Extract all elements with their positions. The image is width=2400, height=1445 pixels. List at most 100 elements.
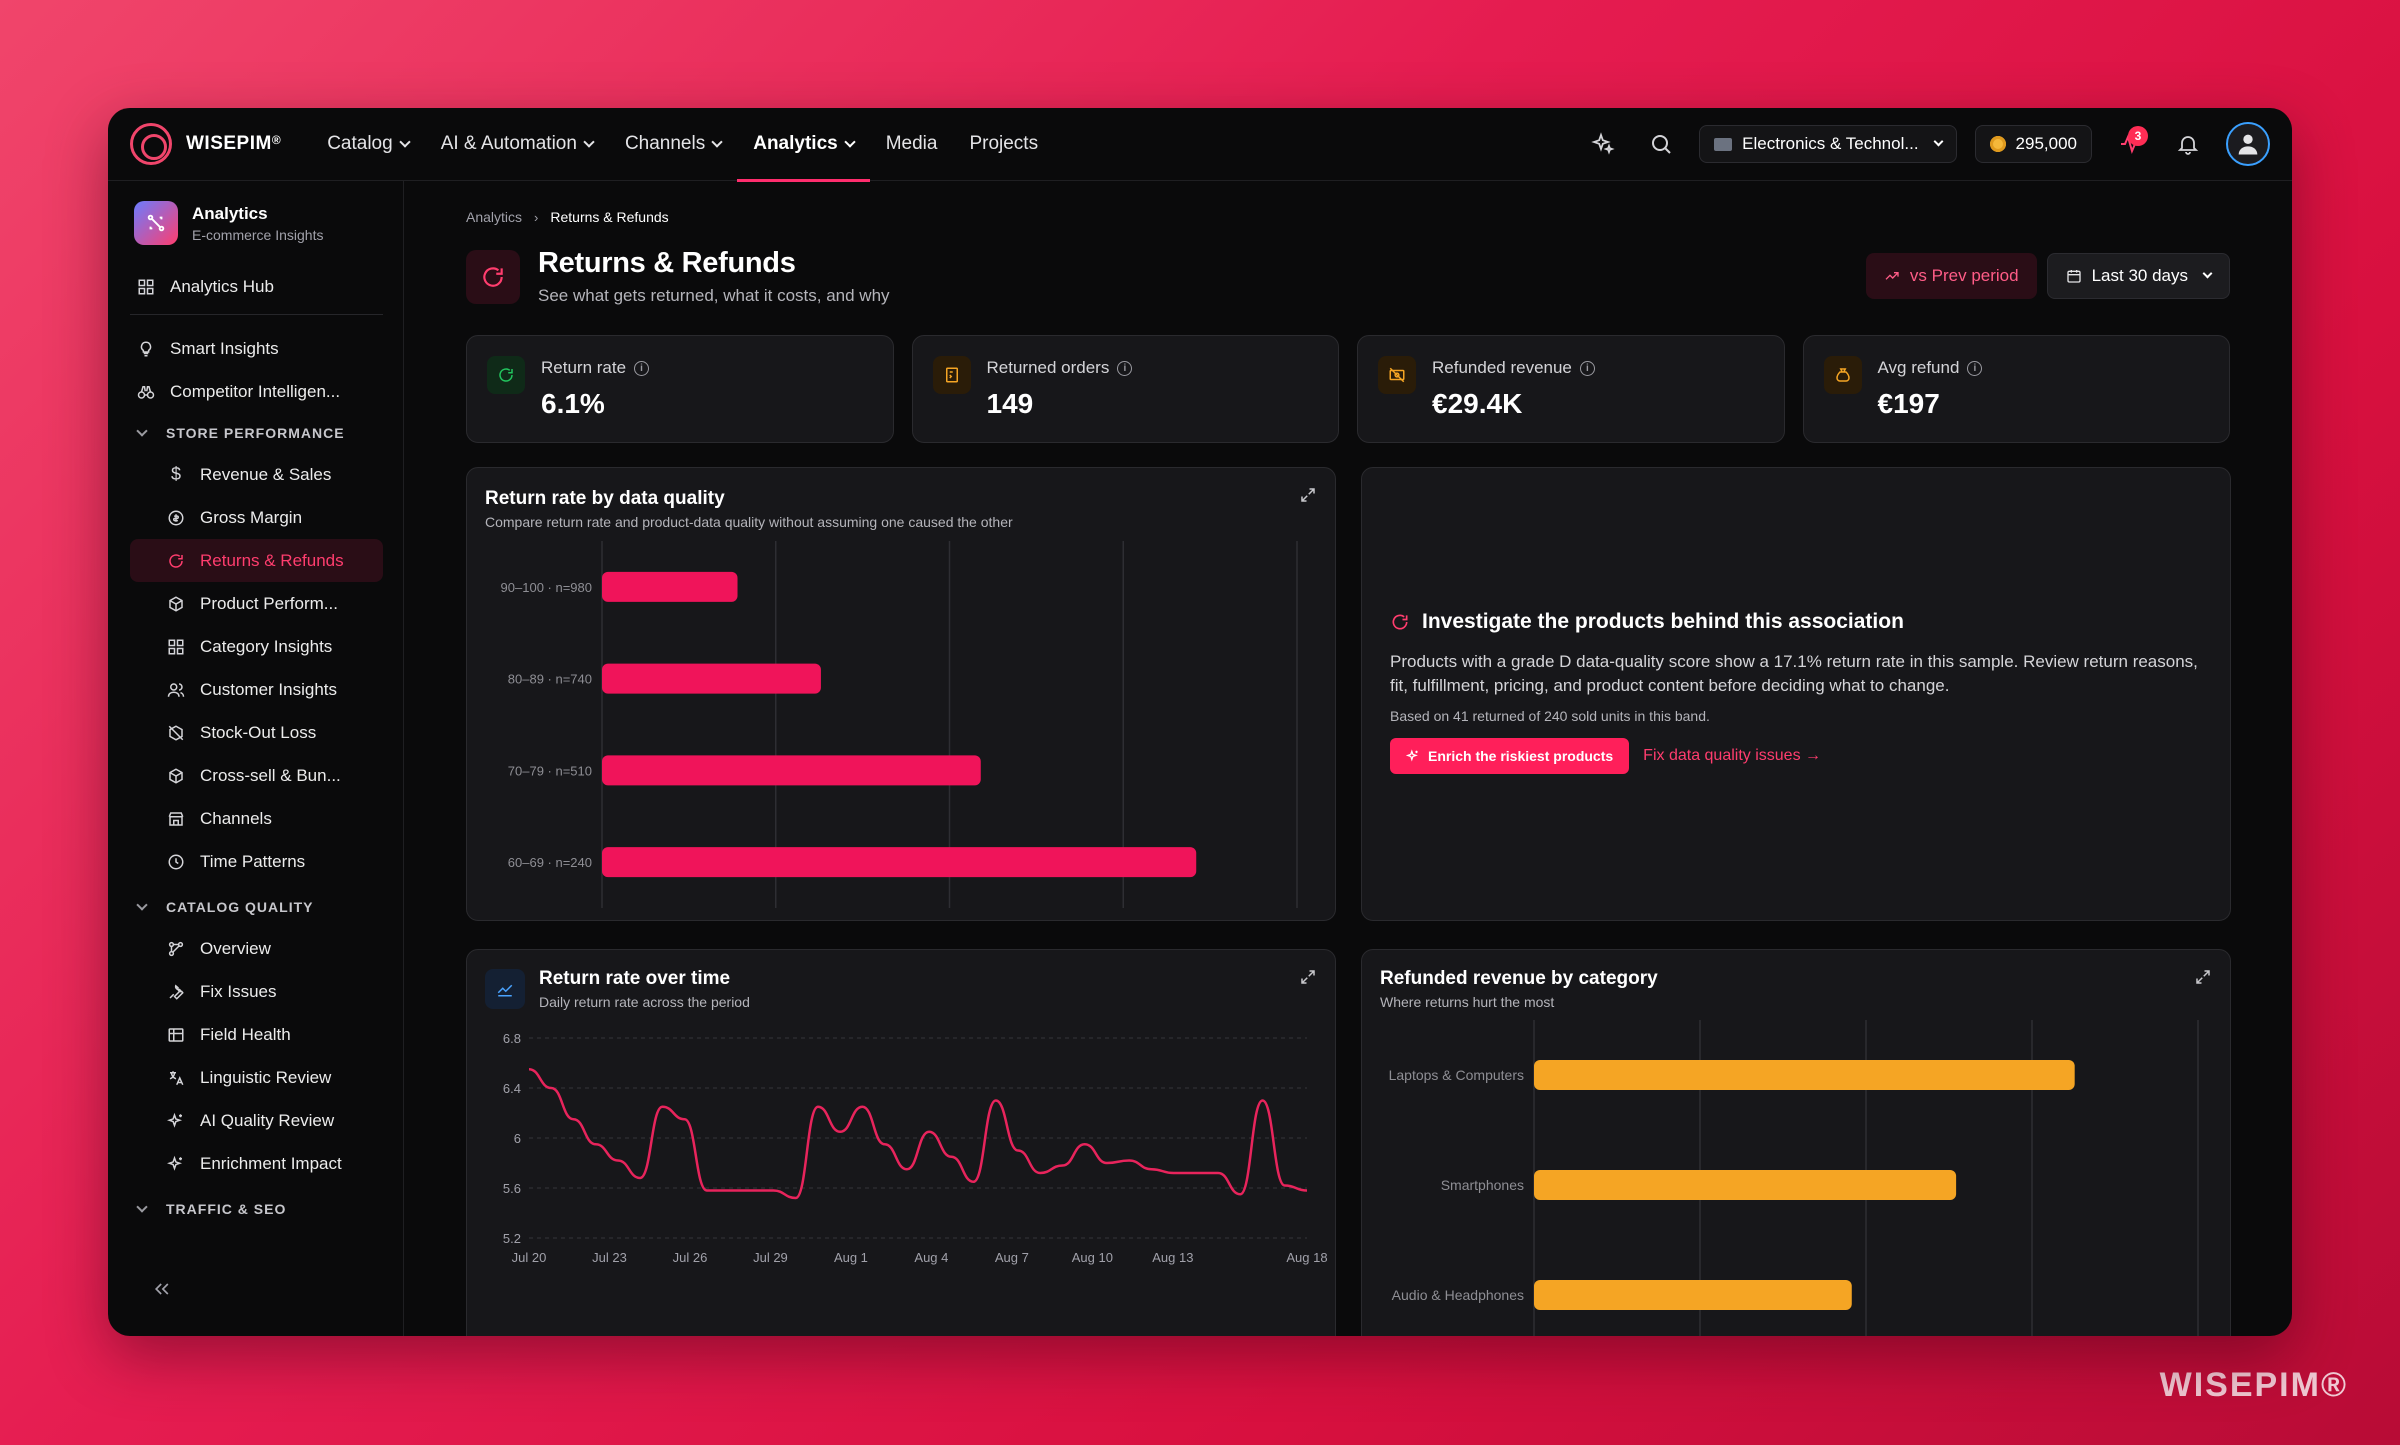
expand-icon[interactable]: [1299, 968, 1317, 986]
sidebar-item-overview[interactable]: Overview: [130, 927, 383, 970]
sidebar-item-stock-out-loss[interactable]: Stock-Out Loss: [130, 711, 383, 754]
search-button[interactable]: [1641, 124, 1681, 164]
sparkle-icon: [1591, 132, 1615, 155]
sidebar-item-analytics-hub[interactable]: Analytics Hub: [130, 265, 383, 308]
nav-analytics[interactable]: Analytics: [737, 108, 871, 182]
kpi-value: 6.1%: [541, 388, 605, 419]
dollar-icon: $: [170, 464, 181, 484]
category-chart-card: Refunded revenue by category Where retur…: [1361, 949, 2231, 1336]
nav-channels[interactable]: Channels: [609, 108, 737, 181]
refresh-icon: [487, 356, 525, 394]
info-icon[interactable]: i: [634, 360, 650, 376]
category-label: Audio & Headphones: [1392, 1287, 1524, 1303]
info-icon[interactable]: i: [1967, 360, 1983, 376]
sidebar-item-competitor-intelligence[interactable]: Competitor Intelligen...: [130, 370, 383, 413]
chevron-down-icon: [711, 135, 723, 148]
sidebar-item-cross-sell[interactable]: Cross-sell & Bun...: [130, 754, 383, 797]
sidebar-item-linguistic-review[interactable]: Linguistic Review: [130, 1056, 383, 1099]
binoculars-icon: [136, 382, 156, 402]
breadcrumb-analytics[interactable]: Analytics: [466, 209, 523, 225]
category-label: Laptops & Computers: [1389, 1067, 1524, 1083]
kpi-return-rate[interactable]: Return rate i 6.1%: [466, 335, 894, 443]
sidebar-item-time-patterns[interactable]: Time Patterns: [130, 840, 383, 883]
x-tick-label: Aug 18: [1286, 1250, 1327, 1265]
store-selector[interactable]: Electronics & Technol...: [1699, 125, 1957, 163]
nav-ai-automation[interactable]: AI & Automation: [425, 108, 609, 181]
sidebar-section-catalog-quality[interactable]: CATALOG QUALITY: [130, 887, 383, 927]
credits-amount: 295,000: [2015, 134, 2077, 153]
activity-button[interactable]: 3: [2110, 124, 2150, 164]
x-tick-label: Jul 20: [512, 1250, 547, 1265]
quality-bar-chart: 90–100 · n=980 80–89 · n=740 70–79 · n=510…: [501, 541, 1298, 908]
bell-icon: [2177, 136, 2199, 155]
nav-projects[interactable]: Projects: [969, 133, 1039, 154]
chevrons-left-icon: [154, 1283, 169, 1295]
line-chart-icon: [485, 969, 525, 1009]
ai-sparkle-button[interactable]: [1583, 124, 1623, 164]
header-actions: vs Prev period Last 30 days: [1865, 253, 2230, 299]
lightbulb-icon: [136, 339, 156, 359]
refresh-icon: [1392, 614, 1408, 630]
insight-card: Investigate the products behind this ass…: [1361, 467, 2231, 921]
credits-balance[interactable]: 295,000: [1974, 125, 2092, 163]
kpi-refunded-revenue[interactable]: Refunded revenue i €29.4K: [1357, 335, 1785, 443]
sidebar-item-returns-refunds[interactable]: Returns & Refunds: [130, 539, 383, 582]
search-icon: [1652, 135, 1671, 154]
collapse-sidebar-button[interactable]: [152, 1278, 172, 1306]
user-avatar[interactable]: [2226, 122, 2270, 166]
sidebar-item-enrichment-impact[interactable]: Enrichment Impact: [130, 1142, 383, 1185]
sidebar-item-product-performance[interactable]: Product Perform...: [130, 582, 383, 625]
sidebar-item-customer-insights[interactable]: Customer Insights: [130, 668, 383, 711]
card-title: Refunded revenue by category: [1380, 968, 1658, 989]
top-navigation: WISEPIM® Catalog AI & Automation Channel…: [108, 108, 2292, 182]
sidebar-item-ai-quality-review[interactable]: AI Quality Review: [130, 1099, 383, 1142]
card-subtitle: Where returns hurt the most: [1380, 994, 1555, 1010]
info-icon[interactable]: i: [1579, 360, 1595, 376]
brand-logo[interactable]: WISEPIM®: [130, 123, 281, 165]
card-subtitle: Compare return rate and product-data qua…: [485, 514, 1013, 530]
y-tick-label: 5.2: [503, 1231, 521, 1246]
bar: [602, 847, 1197, 878]
money-bag-icon: [1823, 356, 1862, 394]
sidebar-item-smart-insights[interactable]: Smart Insights: [130, 327, 383, 370]
sidebar-item-label: Smart Insights: [170, 338, 279, 358]
sidebar-section-traffic-seo[interactable]: TRAFFIC & SEO: [130, 1189, 383, 1229]
y-tick-label: 6.8: [503, 1031, 521, 1046]
category-label: 70–79 · n=510: [508, 763, 592, 778]
page-header: Returns & Refunds See what gets returned…: [466, 247, 890, 306]
sidebar-section-store-performance[interactable]: STORE PERFORMANCE: [130, 413, 383, 453]
chevron-down-icon: [844, 135, 856, 148]
time-chart-card: Return rate over time Daily return rate …: [466, 949, 1336, 1336]
sidebar-item-revenue-sales[interactable]: $ Revenue & Sales: [130, 453, 383, 496]
sidebar-item-gross-margin[interactable]: Gross Margin: [130, 496, 383, 539]
nav-media[interactable]: Media: [885, 133, 938, 154]
x-tick-label: Aug 4: [914, 1250, 948, 1265]
brand-watermark: WISEPIM®: [2159, 1366, 2348, 1404]
quality-chart-card: Return rate by data quality Compare retu…: [466, 467, 1336, 921]
app-window: WISEPIM® Catalog AI & Automation Channel…: [108, 108, 2292, 1336]
sidebar-item-category-insights[interactable]: Category Insights: [130, 625, 383, 668]
date-range-selector[interactable]: Last 30 days: [2046, 253, 2230, 299]
fix-data-quality-link[interactable]: Fix data quality issues →: [1643, 747, 1822, 764]
sidebar-item-field-health[interactable]: Field Health: [130, 1013, 383, 1056]
sidebar-item-label: Competitor Intelligen...: [170, 381, 341, 401]
expand-icon[interactable]: [2194, 968, 2212, 986]
box-icon: [166, 594, 186, 614]
kpi-returned-orders[interactable]: Returned orders i 149: [911, 335, 1339, 443]
card-subtitle: Daily return rate across the period: [539, 994, 750, 1010]
chevron-down-icon: [583, 135, 595, 148]
bar: [1534, 1170, 1957, 1200]
enrich-riskiest-products-button[interactable]: Enrich the riskiest products: [1390, 738, 1630, 774]
bar: [1534, 1060, 2075, 1090]
kpi-label: Avg refund: [1877, 358, 1960, 377]
sidebar-item-channels[interactable]: Channels: [130, 797, 383, 840]
sidebar-item-fix-issues[interactable]: Fix Issues: [130, 970, 383, 1013]
box-icon: [166, 766, 186, 786]
expand-icon[interactable]: [1299, 486, 1317, 504]
info-icon[interactable]: i: [1117, 360, 1133, 376]
nav-catalog[interactable]: Catalog: [311, 108, 425, 181]
kpi-avg-refund[interactable]: Avg refund i €197: [1802, 335, 2230, 443]
notifications-button[interactable]: [2168, 124, 2208, 164]
compare-prev-period-button[interactable]: vs Prev period: [1865, 253, 2037, 299]
insight-note: Based on 41 returned of 240 sold units i…: [1390, 708, 1710, 724]
